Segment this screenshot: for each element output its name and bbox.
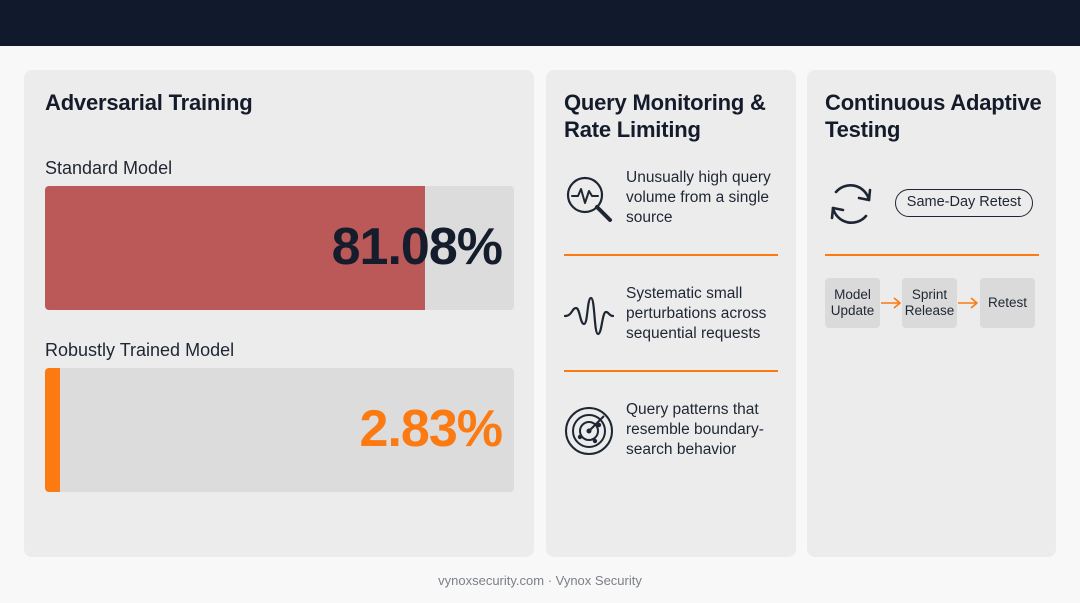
magnifier-pulse-icon: [566, 176, 612, 222]
adaptive-divider: [825, 254, 1039, 256]
radar-icon: [565, 407, 613, 455]
monitoring-divider: [564, 254, 778, 256]
adaptive-testing-card: Continuous Adaptive Testing Same-Day Ret…: [807, 70, 1056, 557]
robust-model-bar-fill: [45, 368, 60, 492]
query-monitoring-card: Query Monitoring & Rate Limiting Unusual…: [546, 70, 796, 557]
adaptive-testing-title: Continuous Adaptive Testing: [825, 90, 1042, 142]
monitoring-item: Query patterns that resemble boundary-se…: [564, 400, 779, 470]
query-monitoring-title: Query Monitoring & Rate Limiting: [564, 90, 766, 142]
standard-model-bar: 81.08%: [45, 186, 514, 310]
waveform-icon: [564, 296, 614, 336]
step-retest: Retest: [980, 278, 1035, 328]
monitoring-item: Systematic small perturbations across se…: [564, 284, 779, 354]
robust-model-bar: 2.83%: [45, 368, 514, 492]
standard-model-bar-fill: [45, 186, 426, 310]
arrow-right-icon: [881, 297, 901, 309]
adversarial-training-card: Adversarial Training Standard Model 81.0…: [24, 70, 534, 557]
refresh-cycle-icon: [830, 184, 872, 224]
robust-model-value: 2.83%: [359, 400, 503, 458]
step-sprint-release: Sprint Release: [902, 278, 957, 328]
standard-model-value: 81.08%: [331, 218, 503, 276]
robust-model-label: Robustly Trained Model: [45, 340, 235, 360]
footer-credit: vynoxsecurity.com · Vynox Security: [438, 573, 642, 588]
standard-model-label: Standard Model: [45, 158, 173, 178]
arrow-right-icon: [958, 297, 978, 309]
monitoring-item-text: Systematic small perturbations across se…: [626, 285, 767, 342]
monitoring-divider: [564, 370, 778, 372]
adversarial-training-title: Adversarial Training: [45, 90, 253, 115]
monitoring-item: Unusually high query volume from a singl…: [564, 168, 779, 238]
monitoring-item-text: Query patterns that resemble boundary-se…: [626, 401, 764, 458]
top-banner: [0, 0, 1080, 46]
step-model-update: Model Update: [825, 278, 880, 328]
same-day-retest-badge: Same-Day Retest: [895, 189, 1033, 217]
monitoring-item-text: Unusually high query volume from a singl…: [626, 169, 771, 226]
